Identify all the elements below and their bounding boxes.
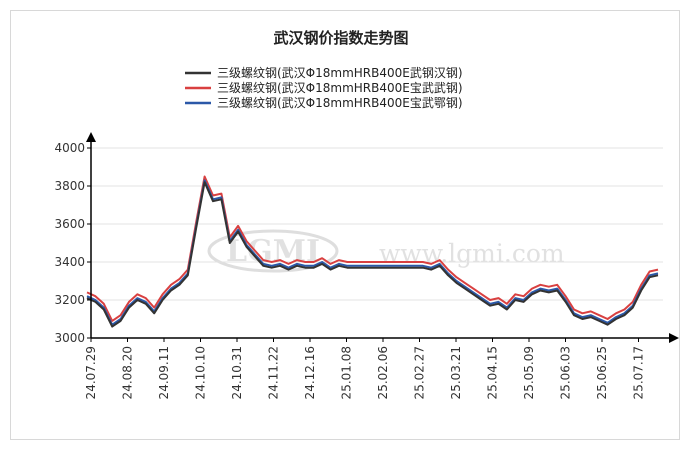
y-tick-label: 3000 — [54, 331, 85, 345]
x-tick-label: 25.04.15 — [486, 346, 500, 399]
watermark-url: www.lgmi.com — [379, 239, 565, 268]
x-tick-label: 25.02.06 — [376, 346, 390, 399]
series-line-2 — [86, 175, 659, 322]
x-tick-label: 24.10.10 — [194, 346, 208, 399]
x-tick-label: 25.03.21 — [449, 346, 463, 399]
x-axis-ticks: 24.07.29 24.08.20 24.09.11 24.10.10 24.10.31… — [84, 338, 646, 399]
chart-axes — [86, 132, 679, 343]
chart-legend: 三级螺纹钢(武汉Φ18mmHRB400E武钢汉钢)三级螺纹钢(武汉Φ18mmHR… — [185, 66, 463, 110]
x-tick-label: 25.06.03 — [559, 346, 573, 399]
series-line-1 — [86, 181, 659, 328]
legend-label-1: 三级螺纹钢(武汉Φ18mmHRB400E武钢汉钢) — [217, 66, 463, 80]
chart-frame: 武汉钢价指数走势图 三级螺纹钢(武汉Φ18mmHRB400E武钢汉钢) 三级螺纹钢… — [10, 10, 680, 440]
chart-canvas: 武汉钢价指数走势图 三级螺纹钢(武汉Φ18mmHRB400E武钢汉钢)三级螺纹钢… — [54, 29, 679, 399]
chart-title: 武汉钢价指数走势图 — [273, 29, 408, 47]
x-tick-label: 25.05.09 — [522, 346, 536, 399]
y-axis-arrow — [86, 132, 96, 142]
y-tick-label: 3800 — [54, 179, 85, 193]
x-tick-label: 24.10.31 — [230, 346, 244, 399]
x-tick-label: 25.06.25 — [595, 346, 609, 399]
x-tick-label: 25.07.17 — [632, 346, 646, 399]
y-tick-label: 3200 — [54, 293, 85, 307]
watermark-logo-ellipse — [207, 229, 339, 273]
series-line-3 — [86, 179, 659, 326]
y-tick-label: 3400 — [54, 255, 85, 269]
x-tick-label: 24.11.22 — [267, 346, 281, 399]
x-tick-label: 25.01.08 — [340, 346, 354, 399]
legend-label-2: 三级螺纹钢(武汉Φ18mmHRB400E宝武武钢) — [217, 81, 463, 95]
x-tick-label: 24.08.20 — [121, 346, 135, 399]
legend-label-3: 三级螺纹钢(武汉Φ18mmHRB400E宝武鄂钢) — [217, 96, 463, 110]
x-tick-label: 25.02.27 — [413, 346, 427, 399]
y-tick-label: 4000 — [54, 141, 85, 155]
grid-lines — [91, 147, 663, 301]
x-axis-arrow — [669, 333, 679, 343]
x-tick-label: 24.07.29 — [84, 346, 98, 399]
x-tick-label: 24.09.11 — [157, 346, 171, 399]
watermark-logo-text: LGMI — [226, 234, 320, 269]
series-lines — [86, 175, 659, 328]
y-axis-ticks: 3000 3200 3400 3600 3800 4000 — [54, 141, 91, 345]
x-tick-label: 24.12.16 — [303, 346, 317, 399]
y-tick-label: 3600 — [54, 217, 85, 231]
